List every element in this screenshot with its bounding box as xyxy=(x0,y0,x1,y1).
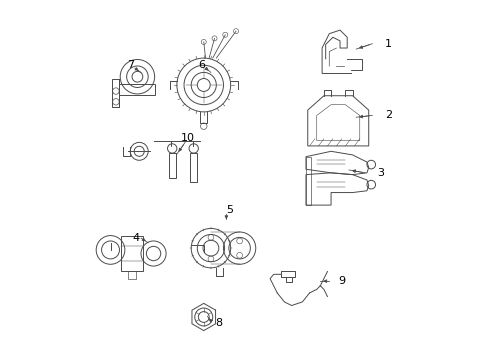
Text: 2: 2 xyxy=(385,111,392,121)
Text: 1: 1 xyxy=(385,39,392,49)
Text: 4: 4 xyxy=(132,233,139,243)
Text: 10: 10 xyxy=(180,133,195,143)
Text: 5: 5 xyxy=(226,206,233,216)
Text: 9: 9 xyxy=(338,276,345,286)
Text: 7: 7 xyxy=(127,60,134,70)
Text: 3: 3 xyxy=(378,168,385,178)
Text: 6: 6 xyxy=(198,60,205,70)
Text: 8: 8 xyxy=(216,319,223,328)
